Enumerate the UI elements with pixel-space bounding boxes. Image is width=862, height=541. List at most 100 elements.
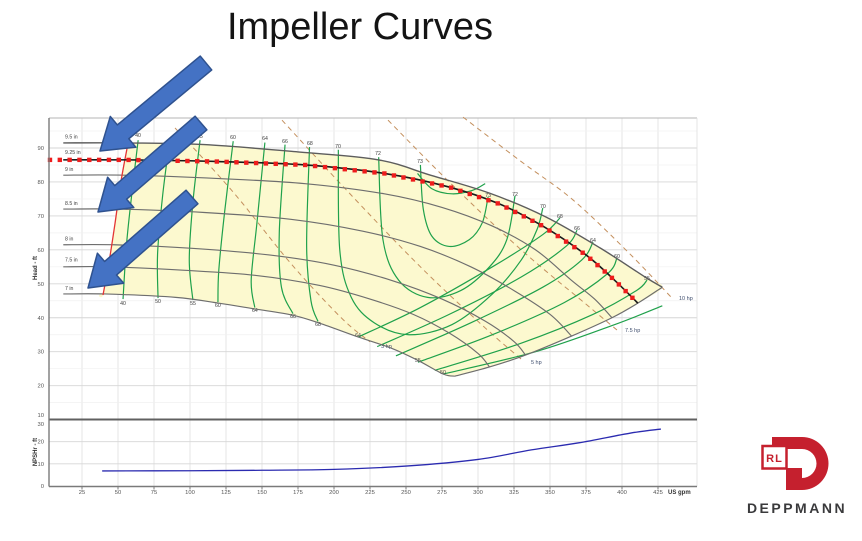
x-tick-label: 175	[293, 490, 303, 496]
duty-dot	[175, 158, 180, 164]
duty-dot	[391, 173, 397, 178]
x-tick-label: 50	[115, 490, 121, 496]
duty-dot	[116, 157, 121, 163]
duty-dot	[372, 170, 377, 175]
impeller-label: 9.5 in	[65, 134, 78, 140]
duty-dot	[595, 262, 600, 268]
efficiency-label-bottom: 50	[155, 299, 161, 305]
npsh-axis-title: NPSHr - ft	[33, 438, 39, 466]
operating-region	[98, 142, 663, 377]
efficiency-label-right: 66	[574, 226, 580, 232]
efficiency-label-top: 66	[282, 139, 288, 145]
efficiency-label-right: 73	[485, 193, 491, 199]
duty-dot	[530, 218, 535, 223]
logo-d-shape	[772, 437, 829, 490]
efficiency-label-bottom: 64	[252, 308, 258, 314]
duty-dot	[303, 162, 308, 168]
duty-dot	[273, 161, 278, 167]
duty-dot	[185, 158, 190, 164]
power-line-7.5hp	[387, 119, 618, 331]
impeller-label: 7.5 in	[65, 257, 78, 263]
duty-dot	[352, 168, 357, 173]
x-tick-label: 100	[185, 490, 195, 496]
x-tick-label: 350	[545, 490, 555, 496]
impeller-label: 9.25 in	[65, 150, 81, 156]
efficiency-curve-64	[250, 142, 266, 308]
duty-dot	[572, 244, 577, 250]
duty-dot	[602, 269, 607, 274]
duty-dot	[57, 157, 63, 163]
duty-dot	[195, 158, 200, 164]
efficiency-label-top: 70	[335, 144, 341, 150]
efficiency-label-bottom: 40	[120, 301, 126, 307]
efficiency-curve-60	[217, 141, 234, 303]
power-label: 5 hp	[531, 360, 542, 366]
axes: 25 50 75 100 125 150 175 200 225 250 275 300 325 350 3…	[33, 118, 697, 496]
npsh-tick-label: 0	[41, 484, 44, 490]
head-tick-label: 60	[38, 248, 44, 254]
efficiency-label-bottom: 50	[440, 370, 446, 376]
duty-dot	[504, 205, 509, 210]
efficiency-label-top: 68	[307, 141, 313, 147]
power-label: 7.5 hp	[625, 328, 640, 334]
efficiency-labels: 40 55 60 64 66 68 70 72 73 73 72 70 68 66 64 60 55 40 50 55…	[120, 133, 650, 376]
efficiency-label-top: 40	[135, 133, 141, 139]
duty-dot	[555, 233, 560, 239]
x-axis-unit: US gpm	[668, 490, 691, 496]
efficiency-curve-40	[122, 140, 139, 300]
annotation-arrows	[87, 55, 213, 289]
efficiency-curves	[122, 139, 663, 375]
head-tick-label: 20	[38, 384, 44, 390]
duty-dot	[224, 159, 229, 165]
impeller-curve-8.5-in	[63, 208, 573, 337]
duty-dot	[382, 171, 387, 176]
power-line-10hp	[462, 116, 673, 299]
duty-dot	[87, 157, 92, 163]
duty-dot	[47, 157, 53, 163]
npsh-tick-label: 10	[38, 462, 44, 468]
logo-rl-text: RL	[766, 453, 783, 465]
x-tick-label: 75	[151, 490, 157, 496]
x-tick-label: 200	[329, 490, 339, 496]
efficiency-label-right: 70	[540, 204, 546, 210]
efficiency-curve-73	[419, 164, 489, 248]
efficiency-label-bottom: 60	[215, 303, 221, 309]
npsh-tick-label: 30	[38, 422, 44, 428]
duty-dot	[234, 160, 239, 165]
duty-dot	[476, 194, 482, 200]
duty-dot	[204, 159, 210, 164]
efficiency-curve-55r	[434, 279, 648, 371]
x-tick-label: 425	[653, 490, 663, 496]
head-tick-label: 10	[38, 413, 44, 419]
pointer-arrow-2	[97, 115, 208, 213]
logo-name-text: DEPPMANN	[746, 500, 848, 516]
duty-dot	[588, 256, 593, 261]
logo-d-mark: RL	[761, 437, 829, 490]
x-tick-label: 250	[401, 490, 411, 496]
duty-dot	[106, 157, 112, 163]
efficiency-label-right: 60	[614, 254, 620, 260]
power-label: 10 hp	[679, 296, 693, 302]
pointer-arrow-3	[87, 189, 199, 289]
head-tick-label: 80	[38, 180, 44, 186]
impeller-curve-7-in	[63, 293, 456, 377]
duty-dot	[467, 191, 472, 197]
duty-dot	[136, 157, 141, 163]
duty-dot	[420, 179, 425, 184]
duty-dot	[439, 183, 444, 188]
head-tick-label: 50	[38, 282, 44, 288]
efficiency-curve-50r	[442, 305, 663, 375]
duty-dot	[362, 169, 367, 174]
duty-dot	[283, 162, 288, 167]
duty-dot	[244, 160, 249, 165]
efficiency-label-bottom: 66	[290, 314, 296, 320]
duty-dot	[538, 223, 544, 228]
efficiency-label-top: 64	[262, 136, 268, 142]
head-tick-label: 30	[38, 350, 44, 356]
duty-dot	[458, 188, 463, 194]
efficiency-label-bottom: 55	[415, 358, 421, 364]
duty-dot	[563, 239, 569, 244]
duty-dot	[253, 160, 259, 166]
efficiency-label-right: 64	[590, 238, 596, 244]
